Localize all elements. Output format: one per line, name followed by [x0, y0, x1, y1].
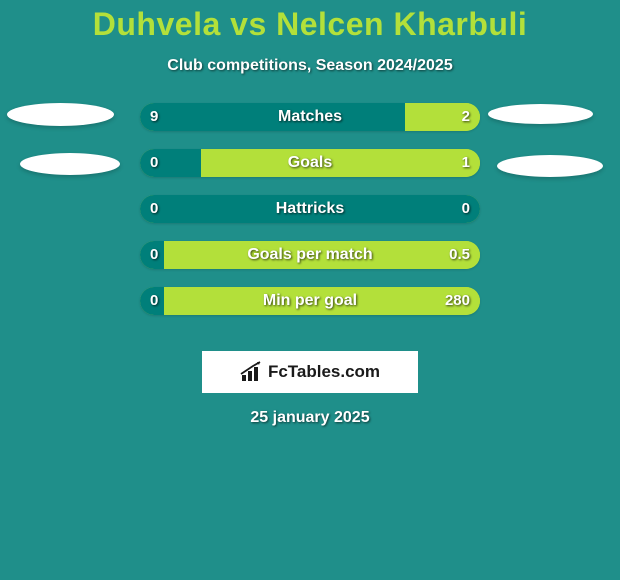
page-subtitle: Club competitions, Season 2024/2025 — [0, 57, 620, 75]
bar-segment-left — [140, 103, 405, 131]
value-right: 0 — [462, 195, 470, 223]
stat-row: 00.5Goals per match — [0, 241, 620, 287]
value-right: 280 — [445, 287, 470, 315]
value-left: 0 — [150, 287, 158, 315]
page-title: Duhvela vs Nelcen Kharbuli — [0, 0, 620, 43]
bar-track — [140, 103, 480, 131]
source-logo: FcTables.com — [202, 351, 418, 393]
value-right: 1 — [462, 149, 470, 177]
bar-segment-right — [164, 241, 480, 269]
player-photo-placeholder — [497, 155, 603, 177]
value-left: 0 — [150, 241, 158, 269]
bar-track — [140, 287, 480, 315]
date-label: 25 january 2025 — [0, 409, 620, 427]
player-photo-placeholder — [20, 153, 120, 175]
bar-segment-right — [201, 149, 480, 177]
logo-text: FcTables.com — [268, 362, 380, 382]
stat-row: 00Hattricks — [0, 195, 620, 241]
value-right: 2 — [462, 103, 470, 131]
value-right: 0.5 — [449, 241, 470, 269]
bar-segment-left — [140, 195, 480, 223]
value-left: 9 — [150, 103, 158, 131]
bar-track — [140, 241, 480, 269]
bar-segment-right — [164, 287, 480, 315]
bar-track — [140, 149, 480, 177]
bar-chart-icon — [240, 361, 264, 383]
value-left: 0 — [150, 195, 158, 223]
comparison-infographic: Duhvela vs Nelcen Kharbuli Club competit… — [0, 0, 620, 580]
player-photo-placeholder — [7, 103, 114, 126]
value-left: 0 — [150, 149, 158, 177]
bar-track — [140, 195, 480, 223]
bars-area: 92Matches01Goals00Hattricks00.5Goals per… — [0, 103, 620, 333]
player-photo-placeholder — [488, 104, 593, 124]
stat-row: 0280Min per goal — [0, 287, 620, 333]
